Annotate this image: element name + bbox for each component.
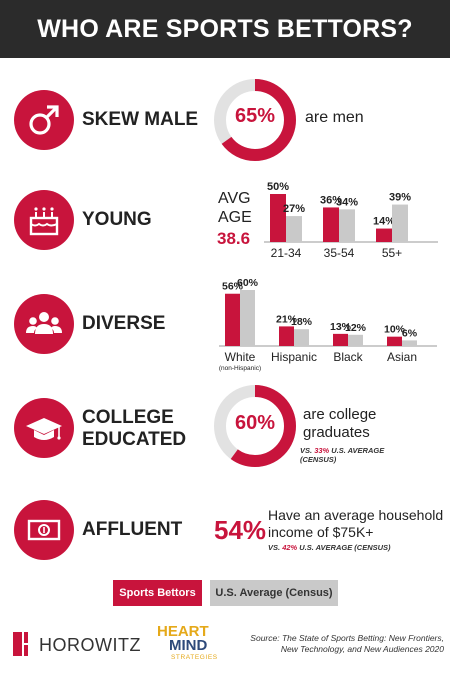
race-chart-bar-census-1	[294, 329, 309, 346]
age-chart-category-label-0: 21-34	[271, 246, 302, 260]
race-chart-bar-census-2	[348, 334, 363, 346]
heart-mind-word-3: STRATEGIES	[171, 654, 218, 661]
row-label-affluent: AFFLUENT	[82, 519, 183, 540]
race-bar-chart: 56%60% White(non-Hispanic) 21%18% Hispanic 1…	[219, 277, 437, 372]
race-chart-bar-bettors-1	[279, 326, 294, 346]
row-label-diverse: DIVERSE	[82, 313, 166, 334]
college-vs-prefix: VS.	[300, 446, 315, 455]
row-label-young: YOUNG	[82, 209, 152, 230]
college-vs-suffix: U.S. AVERAGE	[329, 446, 385, 455]
race-chart-category-note-0: (non-Hispanic)	[219, 365, 261, 372]
age-chart-bar-census-2	[392, 204, 408, 242]
page-title: WHO ARE SPORTS BETTORS?	[0, 0, 450, 58]
avg-age-label-1: AVG	[218, 190, 251, 207]
race-chart-bar-census-0	[240, 290, 255, 346]
legend-sports-bettors: Sports Bettors	[113, 580, 202, 606]
male-text: are men	[305, 109, 364, 126]
age-chart-bar-bettors-0	[270, 194, 286, 242]
birthday-cake-icon	[14, 190, 74, 250]
legend-us-average: U.S. Average (Census)	[210, 580, 338, 606]
race-chart-bar-census-3	[402, 340, 417, 346]
college-donut-chart	[214, 385, 296, 467]
age-chart-category-label-2: 55+	[382, 246, 402, 260]
college-text-2: graduates	[303, 424, 370, 441]
race-chart-bar-bettors-2	[333, 333, 348, 346]
row-label-male: SKEW MALE	[82, 109, 199, 130]
race-chart-category-label-2: Black	[333, 350, 363, 364]
avg-age-value: 38.6	[217, 229, 251, 248]
affluent-vs-note: VS. 42% U.S. AVERAGE (CENSUS)	[268, 543, 391, 552]
age-chart-data-label-census-2: 39%	[389, 192, 411, 204]
race-chart-data-label-census-1: 18%	[291, 316, 313, 328]
college-vs-census: (CENSUS)	[300, 455, 337, 464]
race-chart-category-label-0: White	[225, 350, 256, 364]
race-chart-data-label-bettors-0: 56%	[222, 281, 244, 293]
race-chart-bar-bettors-0	[225, 293, 240, 346]
race-chart-data-label-bettors-2: 13%	[330, 321, 352, 333]
source-note: Source: The State of Sports Betting: New…	[232, 633, 444, 655]
affluent-text-2: income of $75K+	[268, 524, 374, 540]
age-chart-bar-bettors-2	[376, 228, 392, 242]
money-bill-icon	[14, 500, 74, 560]
graduation-cap-icon	[14, 398, 74, 458]
race-chart-data-label-census-0: 60%	[237, 277, 259, 289]
college-vs-percent: 33%	[314, 446, 330, 455]
age-chart-data-label-bettors-0: 50%	[267, 181, 289, 193]
group-people-icon	[14, 294, 74, 354]
heart-mind-logo: HEART MIND STRATEGIES	[157, 624, 227, 670]
heart-mind-word-2: MIND	[169, 637, 208, 654]
male-donut-arc	[214, 79, 296, 161]
male-percent: 65%	[234, 105, 276, 127]
male-symbol-icon	[14, 90, 74, 150]
age-chart-data-label-census-0: 27%	[283, 203, 305, 215]
heart-mind-word-1: HEART	[157, 623, 209, 640]
affluent-percent: 54%	[214, 515, 267, 545]
affluent-vs-prefix: VS.	[268, 543, 283, 552]
male-donut-chart	[214, 79, 296, 161]
age-chart-bar-bettors-1	[323, 207, 339, 242]
age-chart-bar-census-1	[339, 209, 355, 242]
race-chart-data-label-bettors-1: 21%	[276, 313, 298, 325]
race-chart-data-label-census-3: 6%	[402, 327, 418, 339]
age-chart-category-label-1: 35-54	[324, 246, 355, 260]
horowitz-wordmark: HOROWITZ	[39, 635, 141, 655]
horowitz-logo: HOROWITZ	[13, 630, 148, 660]
affluent-vs-suffix: U.S. AVERAGE (CENSUS)	[297, 543, 391, 552]
race-chart-data-label-census-2: 12%	[345, 322, 367, 334]
age-chart-data-label-bettors-1: 36%	[320, 194, 342, 206]
college-percent: 60%	[234, 412, 276, 434]
race-chart-bar-bettors-3	[387, 336, 402, 346]
age-chart-bar-census-0	[286, 216, 302, 242]
college-donut-arc	[214, 385, 296, 467]
source-line-2: New Technology, and New Audiences 2020	[280, 644, 444, 654]
age-bar-chart: 50% 27% 21-34 36%34% 35-54 14% 39% 55+	[264, 181, 438, 260]
row-label-college-2: EDUCATED	[82, 429, 187, 450]
age-chart-data-label-bettors-2: 14%	[373, 216, 395, 228]
race-chart-category-label-1: Hispanic	[271, 350, 317, 364]
college-text-1: are college	[303, 406, 377, 423]
race-chart-data-label-bettors-3: 10%	[384, 324, 406, 336]
avg-age-label-2: AGE	[218, 209, 252, 226]
college-vs-note: VS. 33% U.S. AVERAGE (CENSUS)	[300, 446, 384, 464]
source-line-1: Source: The State of Sports Betting: New…	[250, 633, 444, 643]
affluent-text-1: Have an average household	[268, 507, 444, 523]
horowitz-mark-icon	[13, 632, 28, 656]
race-chart-category-label-3: Asian	[387, 350, 417, 364]
row-label-college-1: COLLEGE	[82, 407, 174, 428]
age-chart-data-label-census-1: 34%	[336, 196, 358, 208]
affluent-vs-percent: 42%	[282, 543, 298, 552]
